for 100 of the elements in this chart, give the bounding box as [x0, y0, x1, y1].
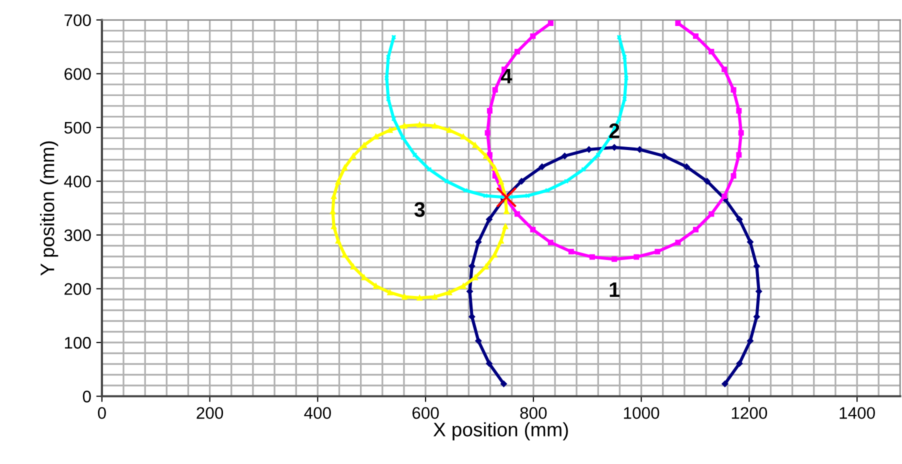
point: [544, 188, 550, 193]
point: [596, 152, 601, 158]
point: [622, 96, 628, 102]
annotation: 3: [414, 202, 425, 217]
x-tick-label: 200: [196, 407, 224, 419]
point: [708, 211, 714, 217]
point: [722, 66, 728, 72]
point: [708, 48, 714, 54]
y-axis-title: Y position (mm): [40, 141, 58, 276]
point: [616, 34, 622, 40]
point: [482, 193, 488, 198]
point: [568, 248, 574, 254]
point: [386, 54, 391, 60]
point: [518, 178, 525, 184]
y-tick-label: 500: [64, 122, 91, 134]
point: [468, 313, 476, 320]
point: [730, 87, 736, 93]
point: [722, 380, 728, 388]
point: [756, 288, 762, 295]
point: [612, 256, 618, 262]
point: [391, 116, 396, 122]
point: [412, 152, 418, 158]
x-tick-label: 1200: [732, 407, 768, 419]
point: [693, 226, 699, 232]
point: [654, 248, 660, 254]
point: [530, 33, 536, 39]
point: [730, 173, 736, 179]
point: [462, 188, 468, 193]
point: [747, 338, 754, 344]
point: [475, 238, 482, 246]
point: [492, 252, 498, 258]
point: [514, 211, 520, 217]
point: [704, 178, 710, 184]
point: [500, 380, 507, 388]
point: [530, 226, 536, 232]
point: [384, 76, 390, 80]
y-tick-label: 200: [64, 283, 91, 295]
point: [444, 178, 450, 184]
x-tick-label: 1400: [840, 407, 875, 419]
point: [486, 108, 492, 114]
x-axis-title: X position (mm): [433, 422, 568, 440]
point: [486, 360, 492, 367]
point: [391, 34, 396, 40]
point: [660, 152, 668, 160]
y-tick-label: 400: [64, 176, 91, 188]
line-series: [384, 34, 629, 199]
point: [634, 254, 640, 260]
point: [586, 146, 592, 153]
point: [589, 254, 595, 260]
point: [538, 164, 546, 170]
x-tick-label: 800: [520, 407, 547, 419]
point: [738, 130, 744, 136]
point: [616, 116, 622, 122]
point: [492, 87, 498, 93]
point: [747, 238, 754, 246]
point: [693, 33, 699, 39]
point: [514, 48, 520, 54]
point: [636, 146, 643, 153]
x-tick-label: 400: [304, 407, 331, 419]
annotation: 1: [610, 282, 620, 297]
point: [562, 152, 568, 160]
point: [622, 54, 628, 60]
x-tick-label: 0: [98, 407, 106, 419]
point: [683, 164, 690, 170]
x-tick-label: 600: [412, 407, 439, 419]
point: [486, 216, 492, 223]
point: [446, 127, 452, 133]
y-tick-label: 100: [64, 336, 91, 349]
point: [736, 152, 742, 158]
point: [548, 20, 554, 26]
point: [548, 240, 554, 246]
point: [484, 130, 490, 136]
y-tick-label: 700: [64, 14, 91, 26]
point: [525, 193, 530, 198]
point: [426, 166, 432, 172]
point: [475, 338, 482, 344]
point: [722, 194, 728, 200]
point: [675, 240, 681, 246]
point: [736, 360, 743, 367]
point: [468, 262, 476, 270]
point: [387, 127, 393, 133]
point: [446, 290, 452, 296]
x-tick-label: 1000: [624, 407, 660, 419]
y-tick-label: 600: [64, 68, 91, 80]
line-series: [330, 122, 510, 301]
y-tick-label: 0: [82, 390, 91, 402]
point: [581, 166, 586, 172]
point: [564, 178, 569, 184]
point: [400, 135, 406, 140]
point: [611, 144, 618, 151]
point: [496, 186, 517, 208]
y-tick-label: 300: [64, 229, 91, 242]
point: [486, 152, 492, 158]
point: [736, 108, 742, 114]
point: [736, 216, 743, 223]
point: [754, 262, 760, 270]
point: [498, 238, 504, 244]
point: [386, 96, 391, 102]
point: [624, 76, 629, 80]
point: [675, 20, 681, 26]
